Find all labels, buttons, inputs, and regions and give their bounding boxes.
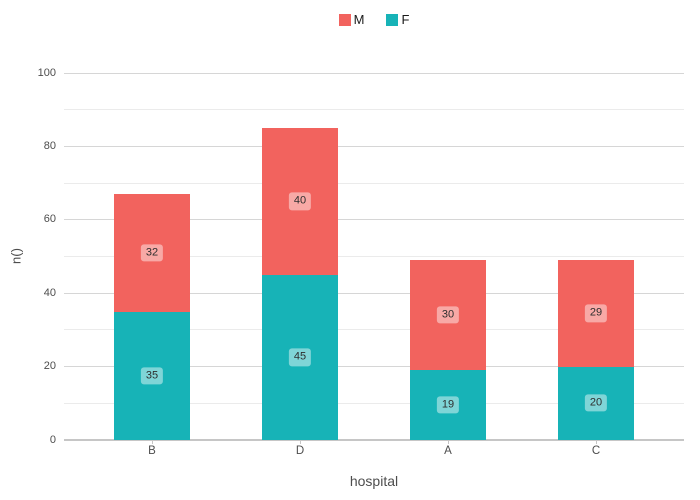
y-tick-label: 100 xyxy=(37,66,56,79)
x-tick-label-B: B xyxy=(148,445,156,457)
x-axis-title: hospital xyxy=(349,473,399,489)
bar-segment-F-D[interactable]: 45 xyxy=(262,274,338,440)
bar-D: 45 40 xyxy=(262,128,338,440)
bar-segment-F-A[interactable]: 19 xyxy=(410,370,486,440)
y-axis-title: n() xyxy=(8,248,24,264)
x-tick-mark xyxy=(300,440,301,444)
gridline-major xyxy=(64,145,684,147)
x-axis-line xyxy=(64,439,684,441)
bar-segment-M-B[interactable]: 32 xyxy=(114,194,190,312)
legend-label: F xyxy=(401,12,410,27)
bar-A: 19 30 xyxy=(410,260,486,440)
legend-swatch-M xyxy=(338,13,351,26)
x-tick-mark xyxy=(152,440,153,444)
bar-segment-F-B[interactable]: 35 xyxy=(114,311,190,440)
x-tick-label-C: C xyxy=(591,445,601,457)
x-tick-mark xyxy=(448,440,449,444)
bar-value-label: 40 xyxy=(288,192,312,211)
y-tick-label: 20 xyxy=(43,360,56,373)
bar-value-label: 32 xyxy=(140,244,164,262)
gridline-minor xyxy=(64,402,684,404)
gridline-minor xyxy=(64,182,684,184)
bar-B: 35 32 xyxy=(114,194,190,440)
x-tick-label-D: D xyxy=(295,445,305,457)
y-tick-label: 60 xyxy=(43,213,56,226)
bar-segment-F-C[interactable]: 20 xyxy=(558,366,634,440)
gridline-minor xyxy=(64,109,684,111)
plot-area: 35 32 45 40 19 30 20 29 xyxy=(64,72,684,444)
legend-item-M[interactable]: M xyxy=(338,12,365,27)
legend-label: M xyxy=(353,12,365,27)
bar-value-label: 29 xyxy=(584,304,608,322)
bar-value-label: 19 xyxy=(436,396,460,414)
gridline-major xyxy=(64,72,684,74)
gridline-major xyxy=(64,219,684,221)
bar-value-label: 30 xyxy=(436,306,460,324)
gridline-major xyxy=(64,366,684,368)
gridline-minor xyxy=(64,256,684,257)
gridline-major xyxy=(64,292,684,294)
gridline-minor xyxy=(64,329,684,331)
bar-C: 20 29 xyxy=(558,260,634,440)
bar-segment-M-C[interactable]: 29 xyxy=(558,260,634,367)
legend-swatch-F xyxy=(386,13,399,26)
x-tick-label-A: A xyxy=(444,445,452,457)
legend-item-F[interactable]: F xyxy=(386,13,409,26)
y-tick-label: 40 xyxy=(43,286,56,299)
bar-segment-M-D[interactable]: 40 xyxy=(262,128,338,275)
bar-segment-M-A[interactable]: 30 xyxy=(410,260,486,371)
y-tick-label: 80 xyxy=(43,139,56,152)
x-tick-mark xyxy=(596,440,597,444)
bar-value-label: 35 xyxy=(140,367,164,385)
bar-value-label: 45 xyxy=(288,348,312,367)
y-tick-label: 0 xyxy=(49,433,56,446)
bar-value-label: 20 xyxy=(584,394,608,412)
